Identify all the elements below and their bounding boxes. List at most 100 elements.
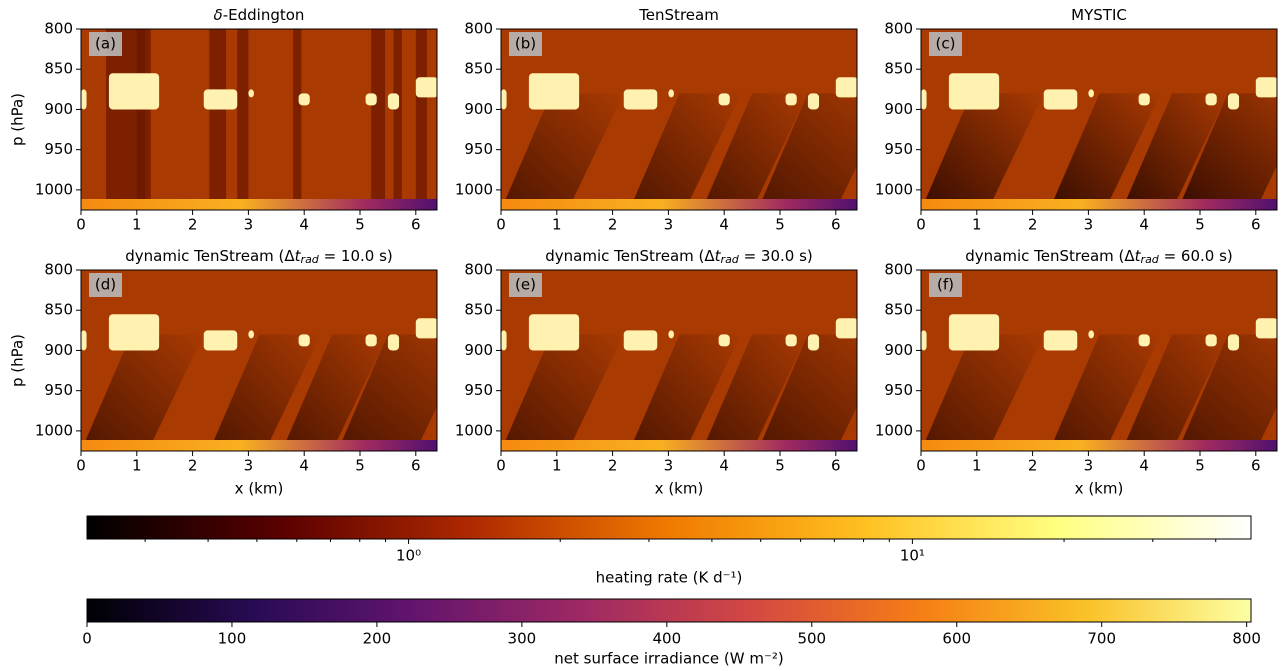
y-tick-label: 850 — [464, 60, 493, 78]
colorbar-label: heating rate (K d⁻¹) — [596, 569, 743, 587]
y-tick-label: 800 — [464, 20, 493, 38]
x-tick-label: 2 — [1028, 457, 1038, 475]
title-part: = 60.0 s) — [1159, 247, 1233, 265]
panel-label-box — [509, 273, 542, 297]
x-tick-label: 2 — [188, 216, 198, 234]
y-tick-label: 950 — [464, 140, 493, 158]
x-tick-label: 1 — [972, 457, 982, 475]
x-tick-label: 0 — [916, 457, 926, 475]
cloud — [1205, 334, 1217, 347]
panel-label: (b) — [515, 35, 536, 53]
colorbar-tick-label: 100 — [218, 630, 247, 648]
panel-label: (f) — [937, 276, 954, 294]
panel-label-box — [89, 273, 122, 297]
panel-label-box — [89, 32, 122, 56]
colorbar-tick-label: 200 — [363, 630, 392, 648]
y-tick-label: 900 — [44, 341, 73, 359]
shadow-band — [501, 93, 624, 210]
shadow-band — [757, 93, 857, 210]
shadow-band — [209, 334, 321, 451]
heatmap-image — [501, 270, 857, 451]
colorbar-tick-label: 400 — [653, 630, 682, 648]
cloud — [248, 330, 254, 339]
cloud — [785, 93, 797, 106]
colorbar-label: net surface irradiance (W m⁻²) — [554, 650, 784, 668]
y-tick-label: 950 — [44, 381, 73, 399]
panel-title: dynamic TenStream (Δtrad = 30.0 s) — [545, 247, 813, 267]
shadow-band — [757, 334, 857, 451]
axes-frame — [500, 269, 858, 452]
y-tick-label: 1000 — [875, 421, 913, 439]
y-tick-label: 900 — [464, 100, 493, 118]
heatmap-image — [921, 29, 1277, 210]
shadow-band — [921, 93, 1044, 210]
shadow-column — [237, 29, 249, 210]
y-tick-label: 850 — [44, 301, 73, 319]
x-tick-label: 6 — [411, 457, 421, 475]
shadow-band — [701, 334, 808, 451]
colorbar-tick-label: 0 — [82, 630, 92, 648]
colorbar — [86, 515, 1252, 540]
x-tick-label: 3 — [664, 457, 674, 475]
cloud — [298, 334, 310, 347]
cloud — [921, 89, 927, 110]
x-tick-label: 6 — [831, 216, 841, 234]
panel-label-box — [929, 273, 962, 297]
title-part: dynamic TenStream (Δ — [965, 247, 1135, 265]
panel: 0 1 2 3 4 5 6 800 850 900 950 1000 (b) TenStream — [455, 6, 858, 234]
x-tick-label: 5 — [775, 457, 785, 475]
shadow-column — [293, 29, 302, 210]
cloud — [81, 89, 87, 110]
shadow-band — [81, 334, 204, 451]
cloud — [203, 89, 238, 110]
surface-strip — [501, 440, 857, 451]
y-tick-label: 1000 — [35, 180, 73, 198]
y-tick-label: 950 — [464, 381, 493, 399]
x-tick-label: 6 — [411, 216, 421, 234]
x-tick-label: 0 — [76, 457, 86, 475]
cloud — [108, 314, 160, 351]
x-tick-label: 2 — [188, 457, 198, 475]
cloud — [1088, 89, 1094, 98]
y-tick-label: 1000 — [455, 180, 493, 198]
x-tick-label: 5 — [355, 457, 365, 475]
x-tick-label: 6 — [1251, 216, 1261, 234]
shadow-band — [1049, 334, 1161, 451]
cloud — [623, 330, 658, 351]
colorbar-tick-label: 700 — [1087, 630, 1116, 648]
surface-strip — [921, 440, 1277, 451]
panel-label: (e) — [515, 276, 536, 294]
panel-label-box — [509, 32, 542, 56]
x-tick-label: 6 — [1251, 457, 1261, 475]
shadow-band — [1121, 334, 1228, 451]
shadow-band — [1177, 334, 1277, 451]
y-tick-label: 850 — [44, 60, 73, 78]
x-tick-label: 2 — [608, 457, 618, 475]
cloud — [248, 89, 254, 98]
cloud — [1255, 77, 1277, 98]
title-part: = 30.0 s) — [739, 247, 813, 265]
panel-label: (d) — [95, 276, 116, 294]
cloud — [415, 77, 437, 98]
cloud — [835, 318, 857, 339]
x-tick-label: 1 — [552, 457, 562, 475]
title-part: = 10.0 s) — [319, 247, 393, 265]
x-tick-label: 4 — [299, 216, 309, 234]
y-tick-label: 1000 — [35, 421, 73, 439]
panel-title: dynamic TenStream (Δtrad = 60.0 s) — [965, 247, 1233, 267]
cloud — [1138, 334, 1150, 347]
x-tick-label: 3 — [1084, 457, 1094, 475]
x-tick-label: 6 — [831, 457, 841, 475]
title-part: t — [295, 247, 302, 265]
axes-frame — [80, 269, 438, 452]
cloud — [718, 334, 730, 347]
title-part: rad — [301, 253, 320, 266]
panel-title: dynamic TenStream (Δtrad = 10.0 s) — [125, 247, 393, 267]
x-tick-label: 3 — [244, 457, 254, 475]
y-tick-label: 800 — [464, 261, 493, 279]
shadow-column — [371, 29, 386, 210]
heatmap-image — [81, 270, 437, 451]
cloud — [203, 330, 238, 351]
x-tick-label: 0 — [916, 216, 926, 234]
